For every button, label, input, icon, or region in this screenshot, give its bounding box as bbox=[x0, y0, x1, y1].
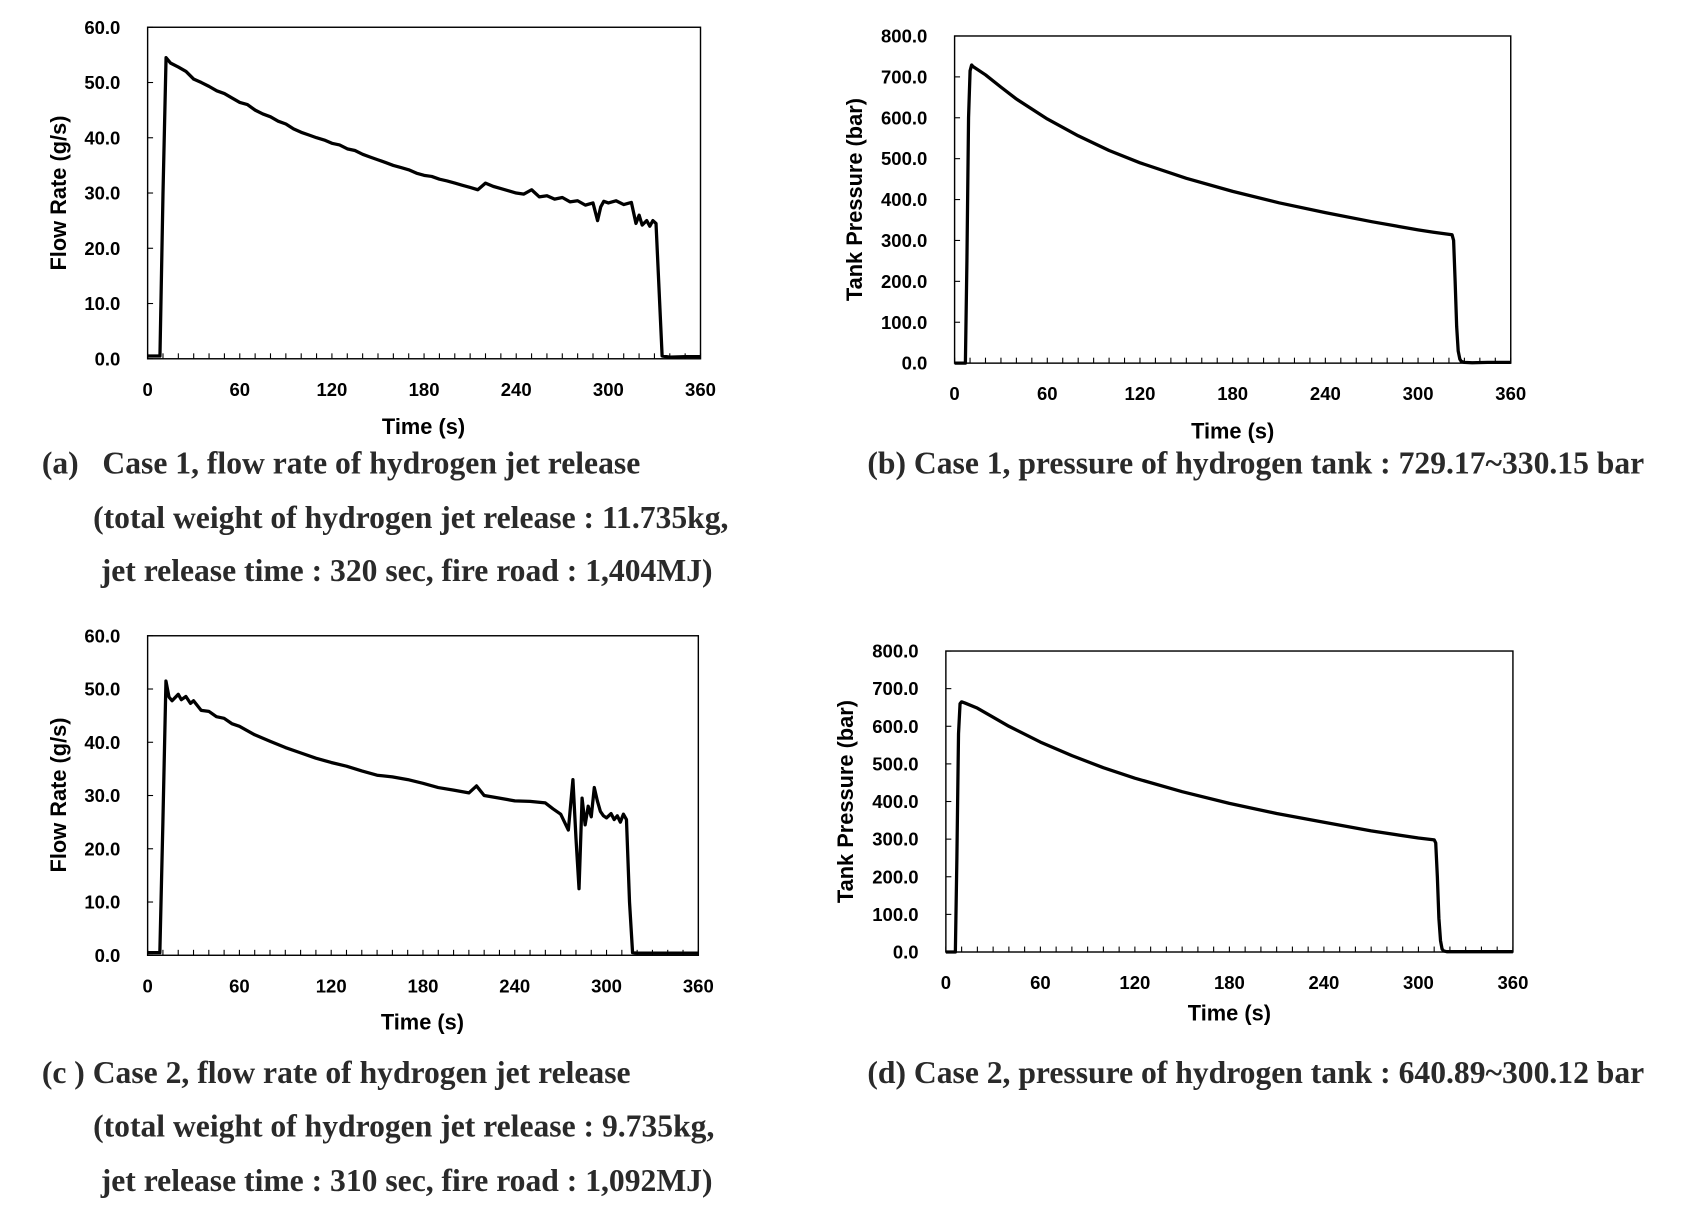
y-tick-label: 300.0 bbox=[881, 230, 927, 251]
y-tick-label: 400.0 bbox=[872, 791, 918, 812]
y-tick-label: 30.0 bbox=[84, 785, 120, 806]
y-tick-label: 0.0 bbox=[902, 353, 928, 374]
panel-d: 0 60 120 180 240 300 360 0.0 100.0 200.0 300.0 400.… bbox=[833, 641, 1644, 1090]
y-tick-label: 30.0 bbox=[84, 183, 120, 204]
x-tick-label: 0 bbox=[941, 972, 951, 993]
chart-a: 0 60 120 180 240 300 360 0.0 10.0 20.0 30.0 40.0 50.… bbox=[84, 17, 716, 400]
series-line-c-0 bbox=[147, 679, 699, 955]
x-tick-label: 360 bbox=[685, 379, 716, 400]
x-tick-label: 60 bbox=[229, 379, 250, 400]
y-tick-label: 100.0 bbox=[881, 312, 927, 333]
xlabel-a: Time (s) bbox=[382, 414, 465, 439]
y-tick-label: 0.0 bbox=[95, 348, 121, 369]
x-tick-label: 180 bbox=[1214, 972, 1245, 993]
y-tick-label: 200.0 bbox=[872, 866, 918, 887]
x-tick-label: 0 bbox=[142, 379, 152, 400]
caption-d: (d) Case 2, pressure of hydrogen tank : … bbox=[867, 1055, 1644, 1090]
x-tick-label: 300 bbox=[1403, 972, 1434, 993]
y-tick-label: 50.0 bbox=[84, 679, 120, 700]
y-tick-label: 500.0 bbox=[872, 753, 918, 774]
x-tick-label: 120 bbox=[316, 975, 347, 996]
x-tick-label: 180 bbox=[408, 975, 439, 996]
x-tick-label: 360 bbox=[1497, 972, 1528, 993]
caption-c-line3: jet release time : 310 sec, fire road : … bbox=[100, 1163, 713, 1198]
caption-c-line1: (c ) Case 2, flow rate of hydrogen jet r… bbox=[42, 1055, 631, 1090]
x-tick-label: 0 bbox=[949, 383, 959, 404]
y-tick-label: 600.0 bbox=[881, 107, 927, 128]
y-tick-label: 500.0 bbox=[881, 148, 927, 169]
plot-area-a bbox=[146, 26, 702, 360]
series-line-d-0 bbox=[945, 700, 1513, 954]
y-tick-label: 100.0 bbox=[872, 904, 918, 925]
xlabel-c: Time (s) bbox=[381, 1009, 464, 1034]
x-tick-label: 120 bbox=[1125, 383, 1156, 404]
x-tick-label: 120 bbox=[1119, 972, 1150, 993]
y-tick-label: 200.0 bbox=[881, 271, 927, 292]
x-tick-label: 360 bbox=[1495, 383, 1526, 404]
x-tick-label: 120 bbox=[316, 379, 347, 400]
y-tick-label: 20.0 bbox=[84, 838, 120, 859]
panel-b: 0 60 120 180 240 300 360 0.0 100.0 200.0 300.0 400.… bbox=[842, 26, 1644, 481]
ylabel-d: Tank Pressure (bar) bbox=[833, 700, 858, 903]
x-tick-label: 300 bbox=[591, 975, 622, 996]
x-tick-label: 60 bbox=[1030, 972, 1051, 993]
x-tick-label: 60 bbox=[229, 975, 250, 996]
y-tick-label: 600.0 bbox=[872, 716, 918, 737]
y-tick-label: 800.0 bbox=[872, 641, 918, 662]
plot-area-d bbox=[945, 650, 1514, 953]
x-tick-label: 300 bbox=[593, 379, 624, 400]
y-tick-label: 20.0 bbox=[84, 238, 120, 259]
caption-a-line2: (total weight of hydrogen jet release : … bbox=[93, 500, 728, 535]
y-tick-label: 700.0 bbox=[872, 678, 918, 699]
ylabel-a: Flow Rate (g/s) bbox=[46, 116, 71, 271]
y-tick-label: 300.0 bbox=[872, 829, 918, 850]
plot-area-c bbox=[146, 635, 700, 956]
chart-b: 0 60 120 180 240 300 360 0.0 100.0 200.0 300.0 400.… bbox=[881, 26, 1526, 405]
xlabel-d: Time (s) bbox=[1188, 1001, 1271, 1026]
x-tick-label: 180 bbox=[409, 379, 440, 400]
x-tick-label: 0 bbox=[142, 975, 152, 996]
y-tick-label: 60.0 bbox=[84, 625, 120, 646]
panel-c: 0 60 120 180 240 300 360 0.0 10.0 20.0 30.0 40.0 50.… bbox=[42, 625, 715, 1198]
y-tick-label: 700.0 bbox=[881, 66, 927, 87]
y-tick-label: 60.0 bbox=[84, 17, 120, 38]
plot-area-b bbox=[953, 35, 1512, 364]
x-tick-label: 360 bbox=[683, 975, 714, 996]
ylabel-b: Tank Pressure (bar) bbox=[842, 98, 867, 301]
y-tick-label: 10.0 bbox=[84, 293, 120, 314]
chart-c: 0 60 120 180 240 300 360 0.0 10.0 20.0 30.0 40.0 50.… bbox=[84, 625, 713, 996]
x-tick-label: 300 bbox=[1403, 383, 1434, 404]
xlabel-b: Time (s) bbox=[1191, 418, 1274, 443]
y-tick-label: 50.0 bbox=[84, 72, 120, 93]
caption-a-line3: jet release time : 320 sec, fire road : … bbox=[100, 553, 713, 588]
caption-b: (b) Case 1, pressure of hydrogen tank : … bbox=[867, 445, 1644, 480]
y-tick-label: 40.0 bbox=[84, 732, 120, 753]
y-tick-label: 0.0 bbox=[95, 945, 121, 966]
chart-d: 0 60 120 180 240 300 360 0.0 100.0 200.0 300.0 400.… bbox=[872, 641, 1528, 994]
ylabel-c: Flow Rate (g/s) bbox=[46, 717, 71, 872]
x-tick-label: 240 bbox=[501, 379, 532, 400]
x-tick-label: 180 bbox=[1217, 383, 1248, 404]
x-tick-label: 60 bbox=[1037, 383, 1058, 404]
y-tick-label: 10.0 bbox=[84, 892, 120, 913]
panel-a: 0 60 120 180 240 300 360 0.0 10.0 20.0 30.0 40.0 50.… bbox=[42, 17, 729, 588]
x-tick-label: 240 bbox=[1308, 972, 1339, 993]
y-tick-label: 40.0 bbox=[84, 127, 120, 148]
caption-a-line1: (a) Case 1, flow rate of hydrogen jet re… bbox=[42, 445, 640, 480]
x-tick-label: 240 bbox=[499, 975, 530, 996]
y-tick-label: 0.0 bbox=[893, 942, 919, 963]
series-line-b-0 bbox=[954, 63, 1511, 365]
caption-c-line2: (total weight of hydrogen jet release : … bbox=[93, 1108, 714, 1143]
y-tick-label: 400.0 bbox=[881, 189, 927, 210]
series-line-a-0 bbox=[147, 56, 701, 359]
y-tick-label: 800.0 bbox=[881, 26, 927, 47]
x-tick-label: 240 bbox=[1310, 383, 1341, 404]
